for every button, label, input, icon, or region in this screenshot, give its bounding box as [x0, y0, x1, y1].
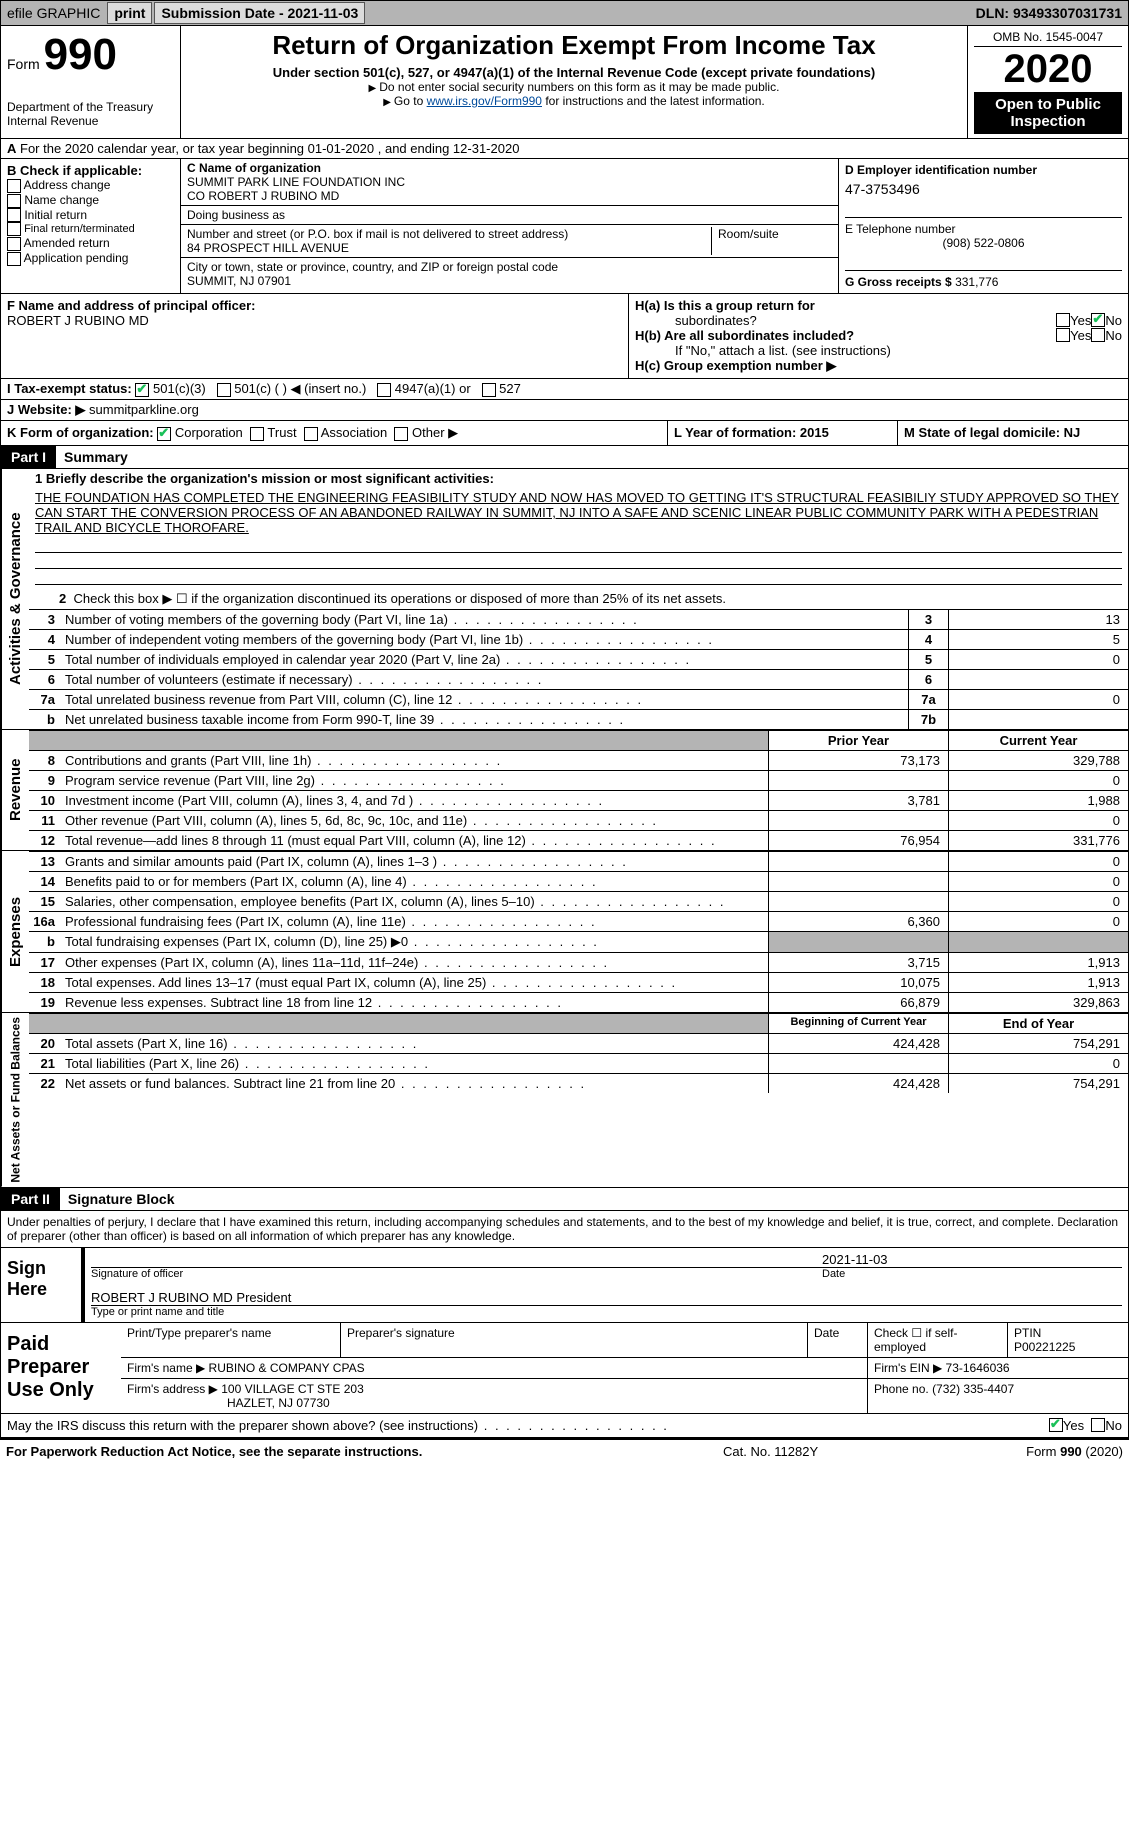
header-line2: Go to www.irs.gov/Form990 for instructio…: [187, 94, 961, 108]
form-title: Return of Organization Exempt From Incom…: [187, 30, 961, 61]
firm-addr2: HAZLET, NJ 07730: [127, 1396, 330, 1410]
part1-header: Part I Summary: [0, 446, 1129, 469]
row-a: A For the 2020 calendar year, or tax yea…: [0, 139, 1129, 159]
top-bar: efile GRAPHIC print Submission Date - 20…: [0, 0, 1129, 26]
sign-here-label: Sign Here: [1, 1248, 81, 1322]
row-fh: F Name and address of principal officer:…: [0, 294, 1129, 379]
row-j: J Website: ▶ summitparkline.org: [0, 400, 1129, 421]
row-k: K Form of organization: Corporation Trus…: [1, 421, 668, 445]
public-inspection: Open to Public Inspection: [974, 92, 1122, 134]
org-name1: SUMMIT PARK LINE FOUNDATION INC: [187, 175, 405, 189]
firm-addr1: 100 VILLAGE CT STE 203: [221, 1382, 364, 1396]
page-footer: For Paperwork Reduction Act Notice, see …: [0, 1438, 1129, 1463]
opt-pending[interactable]: Application pending: [7, 251, 174, 266]
irs-link[interactable]: www.irs.gov/Form990: [427, 94, 542, 108]
form-subtitle: Under section 501(c), 527, or 4947(a)(1)…: [187, 65, 961, 80]
form-ref: Form 990 (2020): [923, 1444, 1123, 1459]
officer-name: ROBERT J RUBINO MD: [7, 313, 149, 328]
opt-amended[interactable]: Amended return: [7, 236, 174, 251]
header-line1: Do not enter social security numbers on …: [187, 80, 961, 94]
opt-name[interactable]: Name change: [7, 193, 174, 208]
officer-typed-name: ROBERT J RUBINO MD President: [91, 1290, 1122, 1305]
form-id-box: Form 990 Department of the Treasury Inte…: [1, 26, 181, 138]
paid-preparer: Paid Preparer Use Only Print/Type prepar…: [1, 1322, 1128, 1413]
box-c: C Name of organization SUMMIT PARK LINE …: [181, 159, 838, 293]
signature-block: Under penalties of perjury, I declare th…: [0, 1211, 1129, 1438]
form-number: 990: [44, 30, 117, 79]
opt-final[interactable]: Final return/terminated: [7, 222, 174, 236]
form-header: Form 990 Department of the Treasury Inte…: [0, 26, 1129, 139]
sig-date: 2021-11-03: [822, 1252, 1122, 1267]
opt-address[interactable]: Address change: [7, 178, 174, 193]
vtab-netassets: Net Assets or Fund Balances: [1, 1013, 29, 1187]
box-f: F Name and address of principal officer:…: [1, 294, 628, 378]
website: summitparkline.org: [89, 402, 199, 417]
org-name2: CO ROBERT J RUBINO MD: [187, 189, 339, 203]
ptin: P00221225: [1014, 1340, 1075, 1354]
row-klm: K Form of organization: Corporation Trus…: [0, 421, 1129, 446]
city-state-zip: SUMMIT, NJ 07901: [187, 274, 291, 288]
declaration-text: Under penalties of perjury, I declare th…: [1, 1211, 1128, 1247]
form-prefix: Form: [7, 56, 40, 72]
print-button[interactable]: print: [107, 2, 152, 24]
firm-name: RUBINO & COMPANY CPAS: [209, 1361, 365, 1375]
submission-date: Submission Date - 2021-11-03: [154, 2, 365, 24]
governance-section: Activities & Governance 1 Briefly descri…: [0, 469, 1129, 730]
part2-header: Part II Signature Block: [0, 1188, 1129, 1211]
vtab-expenses: Expenses: [1, 851, 29, 1012]
header-right: OMB No. 1545-0047 2020 Open to Public In…: [968, 26, 1128, 138]
tax-year: 2020: [974, 47, 1122, 92]
gross-receipts: 331,776: [955, 275, 998, 289]
vtab-governance: Activities & Governance: [1, 469, 29, 729]
row-m: M State of legal domicile: NJ: [898, 421, 1128, 445]
street-address: 84 PROSPECT HILL AVENUE: [187, 241, 349, 255]
omb-number: OMB No. 1545-0047: [974, 30, 1122, 47]
mission-text: THE FOUNDATION HAS COMPLETED THE ENGINEE…: [29, 488, 1128, 537]
row-l: L Year of formation: 2015: [668, 421, 898, 445]
efile-label: efile GRAPHIC: [1, 3, 106, 23]
box-b: B Check if applicable: Address change Na…: [1, 159, 181, 293]
row-i: I Tax-exempt status: 501(c)(3) 501(c) ( …: [0, 379, 1129, 400]
dept1: Department of the Treasury: [7, 100, 174, 114]
section-bcd: B Check if applicable: Address change Na…: [0, 159, 1129, 294]
netassets-section: Net Assets or Fund Balances Beginning of…: [0, 1013, 1129, 1188]
dept2: Internal Revenue: [7, 114, 174, 128]
box-h: H(a) Is this a group return for subordin…: [628, 294, 1128, 378]
ein: 47-3753496: [845, 181, 1122, 197]
telephone: (908) 522-0806: [845, 236, 1122, 250]
header-center: Return of Organization Exempt From Incom…: [181, 26, 968, 138]
dln: DLN: 93493307031731: [970, 3, 1128, 23]
box-d: D Employer identification number 47-3753…: [838, 159, 1128, 293]
opt-initial[interactable]: Initial return: [7, 208, 174, 223]
expenses-section: Expenses 13Grants and similar amounts pa…: [0, 851, 1129, 1013]
firm-phone: (732) 335-4407: [932, 1382, 1014, 1396]
discuss-row: May the IRS discuss this return with the…: [1, 1413, 1128, 1437]
revenue-section: Revenue Prior YearCurrent Year 8Contribu…: [0, 730, 1129, 851]
firm-ein: 73-1646036: [946, 1361, 1010, 1375]
vtab-revenue: Revenue: [1, 730, 29, 850]
